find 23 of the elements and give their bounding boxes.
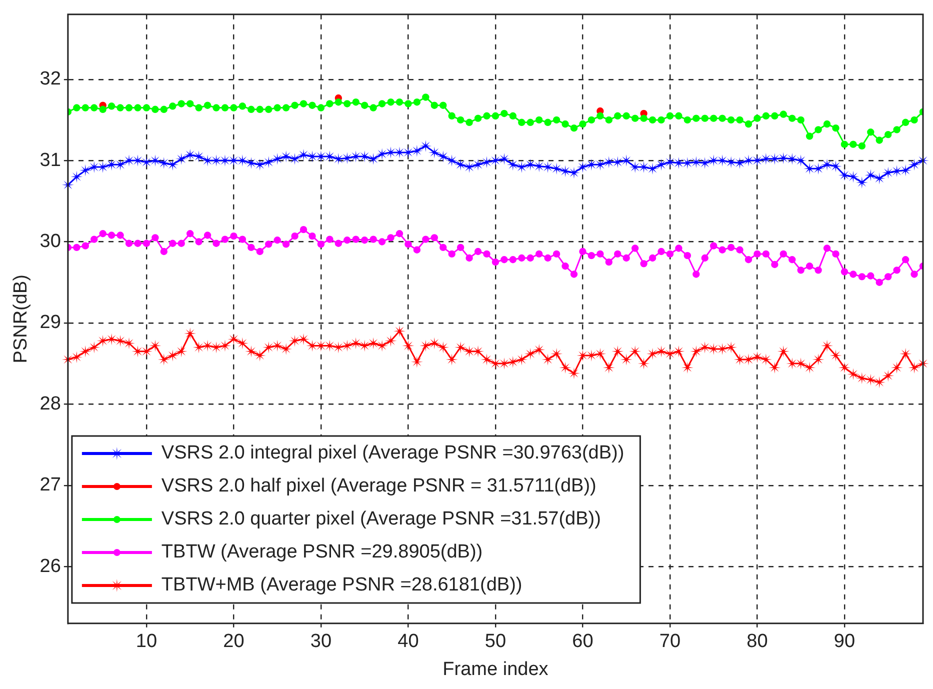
legend-label: TBTW (Average PSNR =29.8905(dB)) — [161, 542, 483, 563]
legend-label: VSRS 2.0 quarter pixel (Average PSNR =31.57(dB)) — [161, 508, 601, 530]
x-tick-label: 30 — [310, 631, 332, 652]
x-tick-label: 70 — [659, 631, 681, 652]
x-axis-title: Frame index — [442, 658, 549, 680]
x-tick-label: 80 — [746, 631, 768, 652]
y-tick-label: 27 — [40, 474, 61, 496]
legend-label: TBTW+MB (Average PSNR =28.6181(dB)) — [161, 574, 522, 596]
x-tick-label: 90 — [834, 631, 856, 652]
y-tick-label: 30 — [40, 230, 61, 252]
x-tick-label: 10 — [136, 631, 158, 652]
x-tick-label: 50 — [484, 631, 506, 652]
legend-label: VSRS 2.0 integral pixel (Average PSNR =30.9763(dB)) — [161, 442, 624, 464]
y-tick-label: 31 — [40, 150, 61, 171]
x-tick-label: 20 — [223, 631, 244, 652]
y-tick-label: 32 — [40, 68, 61, 90]
x-tick-label: 60 — [572, 631, 594, 652]
y-tick-label: 28 — [40, 393, 61, 414]
y-axis-title: PSNR(dB) — [10, 274, 32, 364]
legend-label: VSRS 2.0 half pixel (Average PSNR = 31.5711(dB)) — [161, 476, 596, 497]
x-tick-label: 40 — [398, 631, 419, 652]
y-tick-label: 29 — [40, 312, 61, 334]
y-tick-label: 26 — [40, 556, 61, 577]
